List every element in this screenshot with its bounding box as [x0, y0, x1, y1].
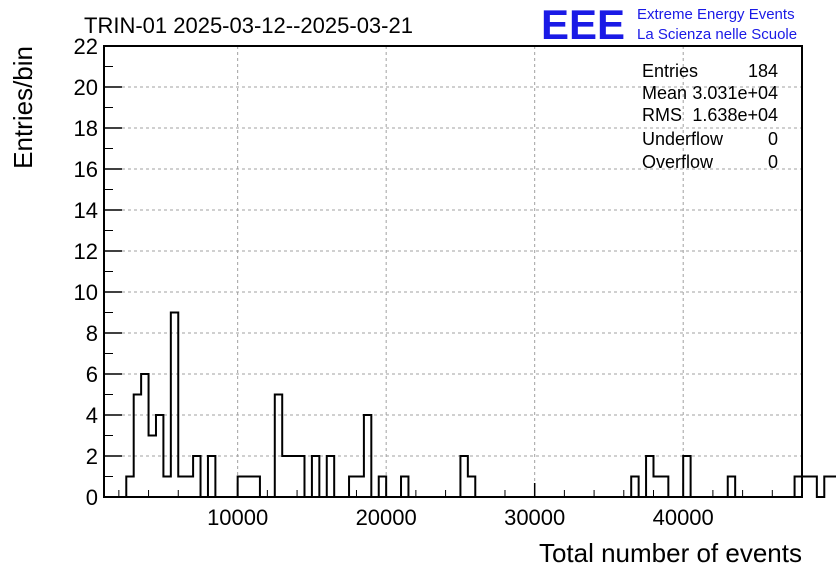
stats-underflow-label: Underflow — [642, 129, 724, 149]
y-tick-label: 0 — [86, 485, 98, 510]
y-tick-label: 6 — [86, 362, 98, 387]
stats-rms-value: 1.638e+04 — [692, 105, 778, 125]
stats-box: Entries 184 Mean 3.031e+04 RMS 1.638e+04… — [642, 61, 778, 172]
stats-overflow-value: 0 — [768, 152, 778, 172]
histogram-bin — [653, 477, 660, 498]
histogram-bin — [661, 477, 668, 498]
histogram-bin — [126, 477, 133, 498]
histogram-bin — [468, 477, 475, 498]
stats-mean-value: 3.031e+04 — [692, 83, 778, 103]
x-tick-label: 30000 — [504, 505, 565, 530]
x-axis-label: Total number of events — [539, 538, 802, 568]
y-tick-label: 10 — [74, 280, 98, 305]
histogram-bin — [208, 456, 215, 497]
histogram-bin — [163, 477, 170, 498]
histogram-bin — [275, 395, 282, 498]
chart-title: TRIN-01 2025-03-12--2025-03-21 — [84, 13, 413, 38]
grid-lines — [104, 46, 802, 497]
histogram-bin — [238, 477, 245, 498]
histogram-bin — [802, 477, 809, 498]
x-tick-label: 20000 — [356, 505, 417, 530]
y-axis-label: Entries/bin — [8, 46, 38, 169]
x-tick-label: 40000 — [653, 505, 714, 530]
histogram-bin — [349, 477, 356, 498]
histogram-bin — [149, 436, 156, 498]
histogram-bin — [134, 395, 141, 498]
logo-line-2: La Scienza nelle Scuole — [637, 26, 797, 43]
y-tick-label: 22 — [74, 34, 98, 59]
stats-entries-value: 184 — [748, 61, 778, 81]
logo-line-1: Extreme Energy Events — [637, 6, 795, 23]
histogram-bin — [178, 477, 185, 498]
histogram-outline — [118, 311, 836, 498]
histogram-bars — [118, 311, 836, 498]
stats-overflow-label: Overflow — [642, 152, 714, 172]
histogram-bin — [795, 477, 802, 498]
histogram-bin — [631, 477, 638, 498]
histogram-bin — [832, 477, 836, 498]
histogram-bin — [683, 456, 690, 497]
y-tick-label: 14 — [74, 198, 98, 223]
y-axis-ticks: 0 2 4 6 8 10 12 14 16 18 20 22 — [74, 34, 122, 510]
stats-underflow-value: 0 — [768, 129, 778, 149]
y-tick-label: 8 — [86, 321, 98, 346]
eee-logo: EEE Extreme Energy Events La Scienza nel… — [541, 1, 797, 48]
x-tick-label: 10000 — [207, 505, 268, 530]
histogram-bin — [728, 477, 735, 498]
histogram-bin — [401, 477, 408, 498]
stats-entries-label: Entries — [642, 61, 698, 81]
histogram-bin — [646, 456, 653, 497]
histogram-bin — [290, 456, 297, 497]
histogram-bin — [297, 456, 304, 497]
histogram-bin — [327, 456, 334, 497]
histogram-bin — [312, 456, 319, 497]
histogram-bin — [379, 477, 386, 498]
histogram-bin — [282, 456, 289, 497]
histogram-bin — [809, 477, 816, 498]
histogram-bin — [356, 477, 363, 498]
stats-mean-label: Mean — [642, 83, 687, 103]
logo-mark: EEE — [541, 1, 625, 48]
x-axis-ticks: 10000 20000 30000 40000 — [118, 483, 803, 530]
histogram-bin — [193, 456, 200, 497]
histogram-bin — [253, 477, 260, 498]
y-tick-label: 2 — [86, 444, 98, 469]
histogram-bin — [141, 374, 148, 497]
stats-rms-label: RMS — [642, 105, 682, 125]
y-tick-label: 12 — [74, 239, 98, 264]
histogram-bin — [186, 477, 193, 498]
histogram-bin — [245, 477, 252, 498]
y-tick-label: 20 — [74, 75, 98, 100]
histogram-bin — [824, 477, 831, 498]
histogram-bin — [171, 313, 178, 498]
y-tick-label: 16 — [74, 157, 98, 182]
histogram-bin — [460, 456, 467, 497]
y-tick-label: 18 — [74, 116, 98, 141]
y-tick-label: 4 — [86, 403, 98, 428]
